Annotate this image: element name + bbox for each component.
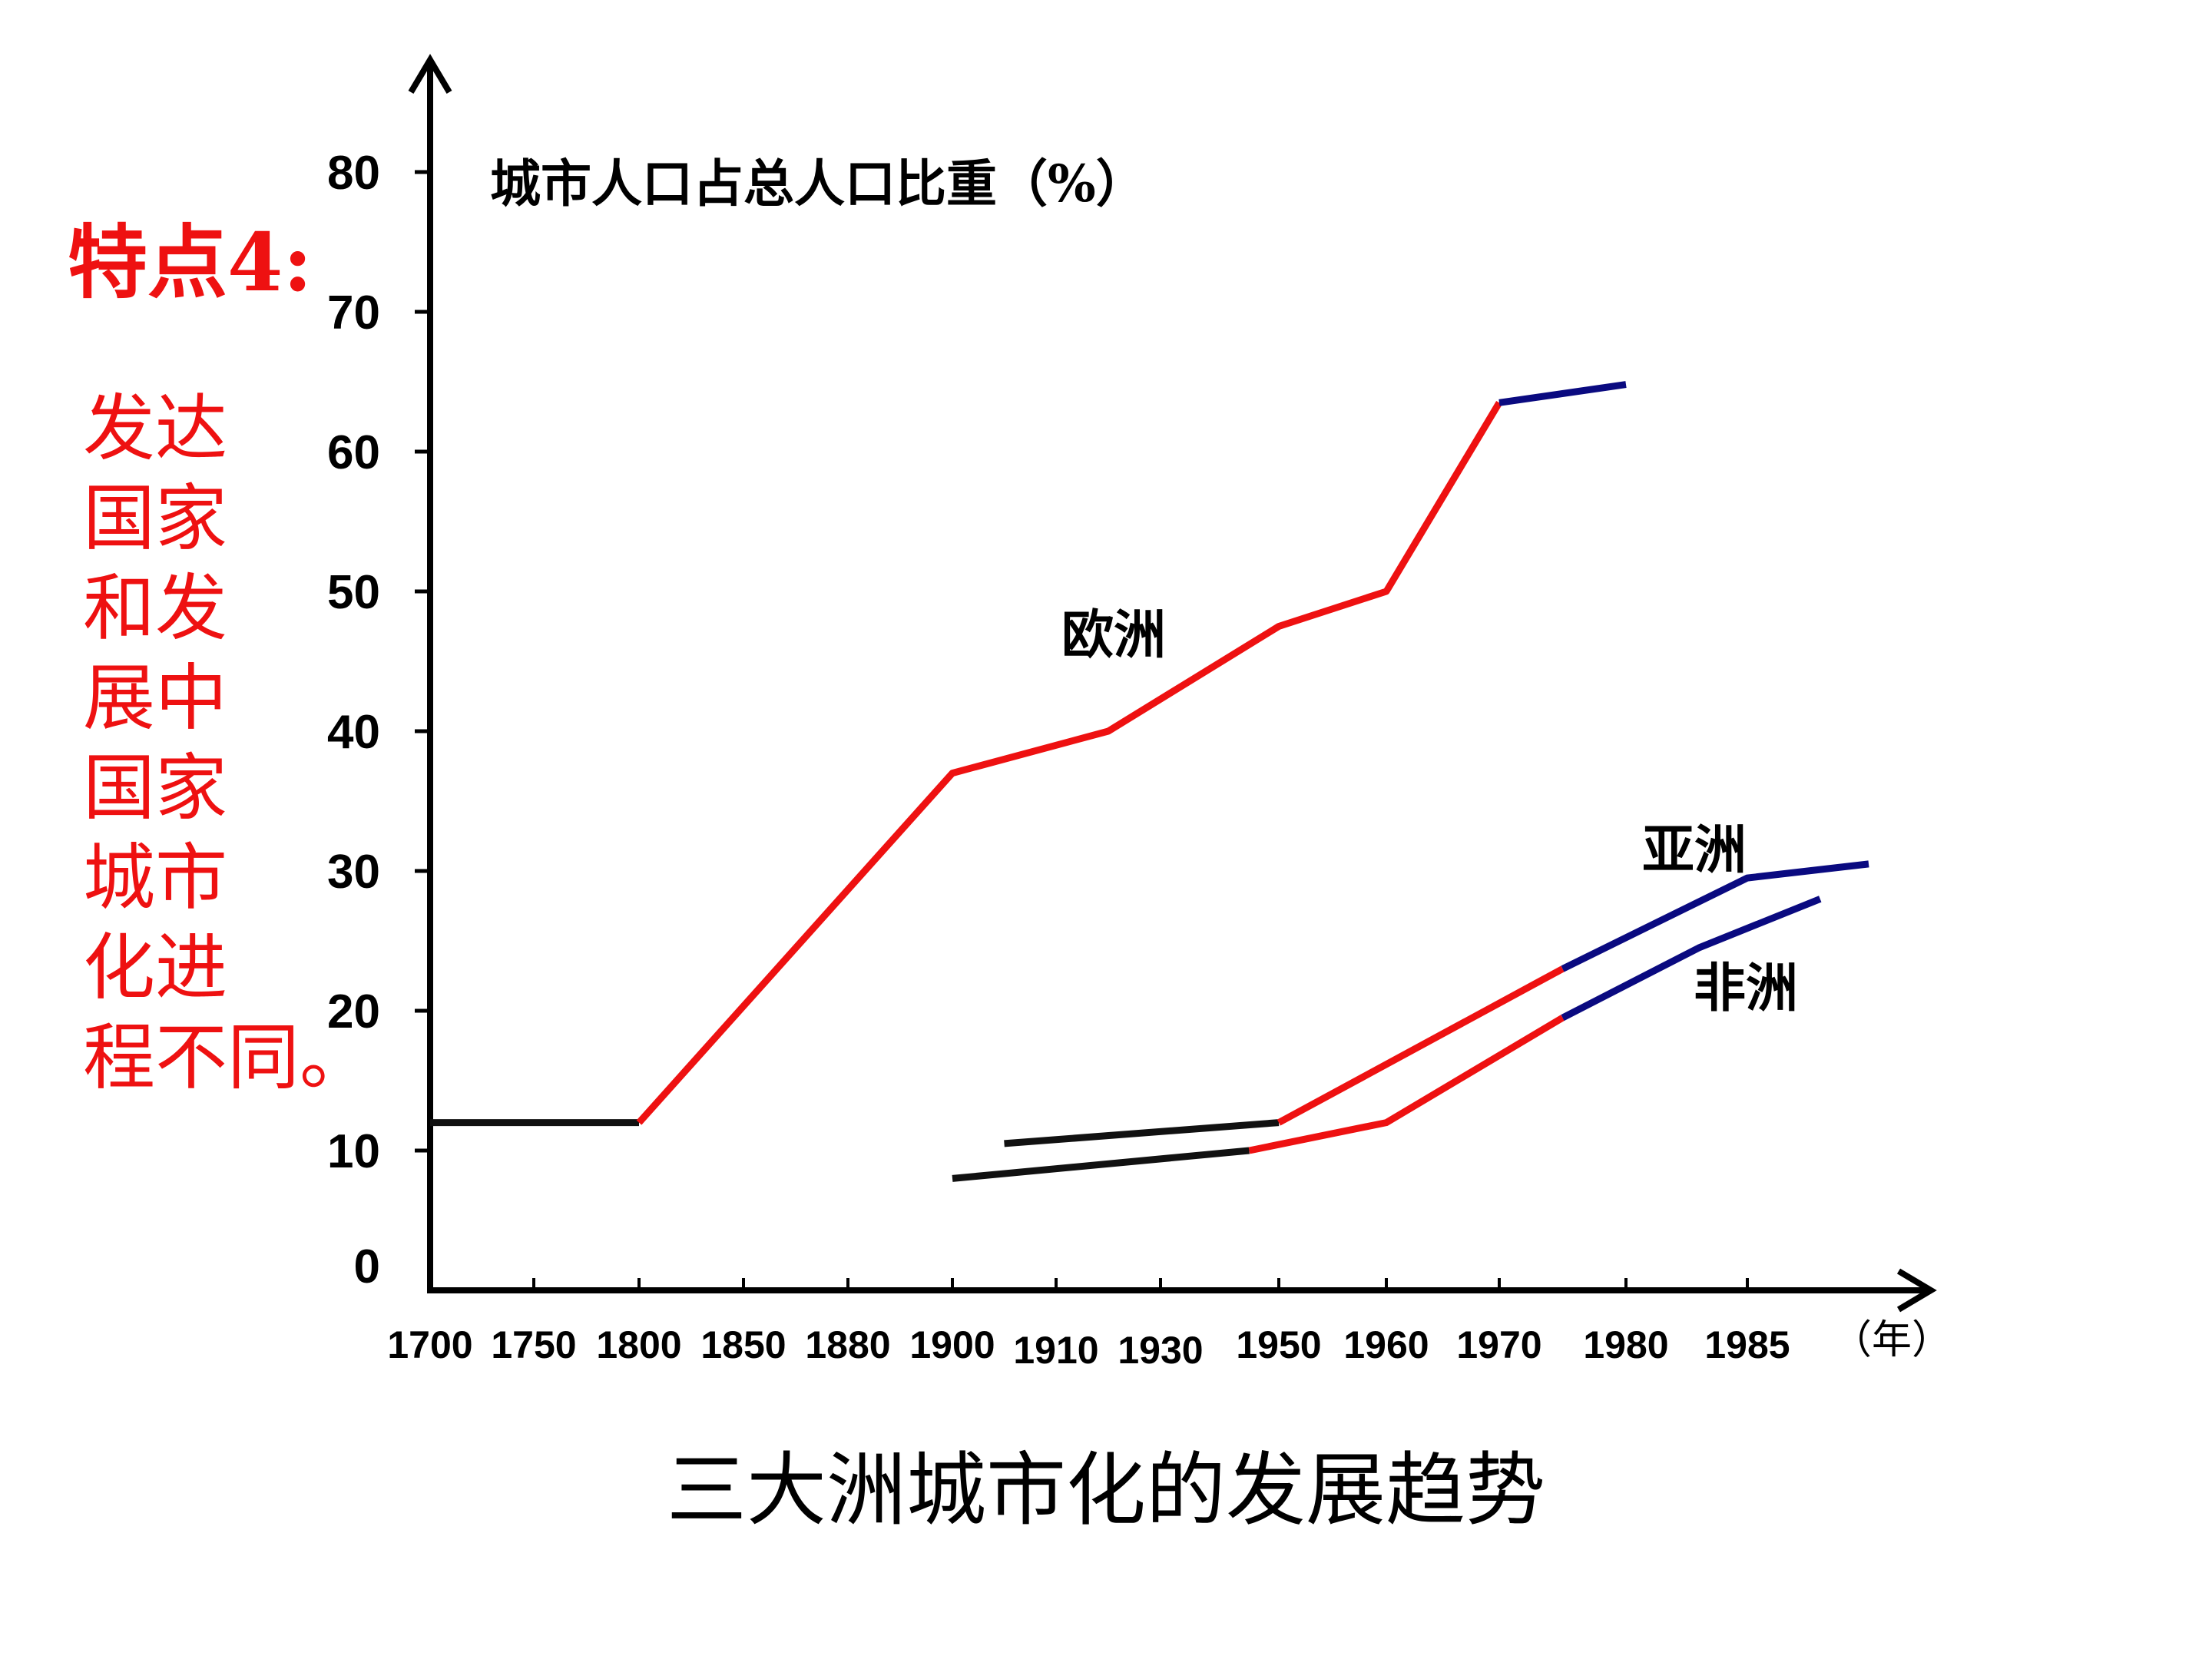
series-line-segment	[636, 400, 1502, 1125]
series-line-segment	[1561, 896, 1822, 1022]
x-tick-label: 1880	[805, 1323, 890, 1366]
y-tick-label: 60	[327, 426, 380, 479]
side-body-line: 化进	[83, 926, 228, 1010]
x-tick-label: 1750	[491, 1323, 576, 1366]
y-tick-label: 30	[327, 846, 380, 899]
y-tick-label: 50	[327, 566, 380, 619]
series-line-segment	[1498, 381, 1627, 406]
y-tick-label: 20	[327, 985, 380, 1038]
side-body-text: 发达 国家 和发 展中 国家 城市 化进 程不同。	[83, 384, 373, 1103]
x-axis-arrowhead	[1896, 1268, 1937, 1313]
x-tick-label: 1800	[596, 1323, 681, 1366]
series-line-segment	[1004, 1119, 1280, 1147]
series-欧洲	[430, 381, 1627, 1127]
side-body-line: 程不同。	[83, 1016, 373, 1100]
series-line-segment	[1561, 860, 1869, 972]
series-非洲	[952, 896, 1822, 1182]
x-tick-label: 1960	[1343, 1323, 1429, 1366]
y-tick-label: 0	[354, 1240, 380, 1293]
y-ticks: 0 10 20 30 40 50 60 70 80	[327, 147, 430, 1293]
side-body-line: 发达	[83, 387, 228, 471]
y-axis-label: 城市人口占总人口比重（%）	[490, 154, 1147, 214]
side-body-line: 和发	[83, 567, 228, 651]
side-body-line: 展中	[83, 657, 228, 740]
side-body-line: 国家	[83, 477, 228, 561]
x-axis-unit-label: （年）	[1832, 1317, 1952, 1363]
chart-caption: 三大洲城市化的发展趋势	[666, 1443, 1545, 1537]
x-tick-label: 1985	[1704, 1323, 1790, 1366]
x-tick-label: 1930	[1118, 1329, 1203, 1372]
x-tick-label: 1910	[1013, 1329, 1098, 1372]
x-tick-label: 1950	[1236, 1323, 1321, 1366]
y-tick-label: 10	[327, 1125, 380, 1178]
series-亚洲	[1004, 860, 1869, 1147]
y-tick-label: 70	[327, 286, 380, 339]
y-axis-arrowhead	[408, 54, 452, 94]
series-label: 欧洲	[1061, 604, 1166, 666]
y-tick-label: 40	[327, 706, 380, 759]
x-tick-label: 1850	[700, 1323, 786, 1366]
y-tick-label: 80	[327, 147, 380, 200]
x-tick-label: 1900	[909, 1323, 995, 1366]
series-line-segment	[1277, 965, 1565, 1126]
side-heading: 特点4:	[68, 215, 313, 310]
series-label: 非洲	[1694, 958, 1798, 1019]
x-tick-label: 1980	[1583, 1323, 1668, 1366]
series-label: 亚洲	[1642, 820, 1747, 881]
series-line-segment	[952, 1147, 1250, 1182]
axes	[408, 54, 1937, 1313]
series-line-segment	[1248, 1015, 1565, 1154]
side-body-line: 国家	[83, 747, 228, 830]
x-tick-label: 1970	[1456, 1323, 1541, 1366]
x-tick-label: 1700	[387, 1323, 472, 1366]
x-ticks: 1700 1750 1800 1850 1880 1900 1910 1930 1950 1960…	[387, 1278, 1790, 1372]
side-body-line: 城市	[83, 836, 228, 920]
